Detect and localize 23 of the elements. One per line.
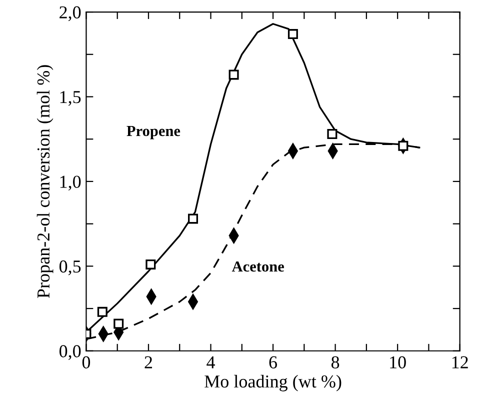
x-axis-title: Mo loading (wt %)	[204, 374, 342, 392]
point	[327, 129, 338, 140]
point	[288, 29, 298, 40]
x-tick-label: 10	[390, 356, 406, 368]
y-tick-label: 0,0	[59, 345, 81, 360]
point	[146, 259, 156, 270]
point	[188, 214, 198, 224]
x-tick-label: 12	[452, 356, 468, 368]
y-tick-label: 2,0	[60, 6, 81, 22]
point	[97, 306, 108, 317]
x-tick-label: 8	[331, 356, 340, 368]
x-tick-label: 2	[144, 356, 152, 368]
y-axis-title: Propan-2-ol conversion (mol %)	[36, 65, 54, 298]
x-tick-label: 6	[269, 356, 278, 368]
point	[114, 318, 124, 329]
point	[228, 70, 239, 80]
annotation: Acetone	[232, 261, 284, 272]
y-tick-label: 1,5	[60, 91, 81, 106]
x-tick-label: 0	[82, 356, 90, 368]
y-tick-label: 0,5	[59, 260, 81, 276]
y-tick-label: 1,0	[60, 176, 81, 190]
x-tick-label: 4	[206, 356, 215, 368]
annotation: Propene	[126, 126, 180, 140]
